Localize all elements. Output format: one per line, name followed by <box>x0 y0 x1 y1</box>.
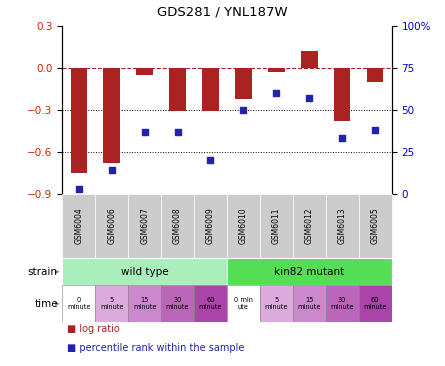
Text: GSM6006: GSM6006 <box>107 208 116 244</box>
Text: 30
minute: 30 minute <box>331 297 354 310</box>
Bar <box>326 194 359 258</box>
Bar <box>194 285 227 322</box>
Bar <box>359 194 392 258</box>
Text: 5
minute: 5 minute <box>100 297 123 310</box>
Bar <box>235 68 252 98</box>
Bar <box>62 194 95 258</box>
Text: GSM6012: GSM6012 <box>305 208 314 244</box>
Point <box>339 135 346 141</box>
Text: ■ percentile rank within the sample: ■ percentile rank within the sample <box>67 343 244 353</box>
Bar <box>301 51 318 68</box>
Text: GSM6010: GSM6010 <box>239 208 248 244</box>
Bar <box>71 68 87 173</box>
Text: 0
minute: 0 minute <box>67 297 90 310</box>
Bar <box>227 285 260 322</box>
Text: GSM6005: GSM6005 <box>371 208 380 244</box>
Bar <box>128 194 161 258</box>
Bar <box>62 258 227 285</box>
Bar <box>202 68 219 111</box>
Bar <box>326 285 359 322</box>
Text: 5
minute: 5 minute <box>265 297 288 310</box>
Text: GSM6009: GSM6009 <box>206 208 215 244</box>
Bar <box>137 68 153 75</box>
Text: GSM6008: GSM6008 <box>173 208 182 244</box>
Text: GSM6007: GSM6007 <box>140 208 149 244</box>
Text: GSM6013: GSM6013 <box>338 208 347 244</box>
Text: GDS281 / YNL187W: GDS281 / YNL187W <box>157 5 288 18</box>
Bar <box>260 194 293 258</box>
Point <box>372 127 379 133</box>
Point <box>306 95 313 101</box>
Point <box>174 129 181 135</box>
Point <box>108 168 115 173</box>
Bar <box>367 68 384 82</box>
Bar <box>334 68 351 121</box>
Bar <box>161 194 194 258</box>
Text: 60
minute: 60 minute <box>199 297 222 310</box>
Text: wild type: wild type <box>121 267 169 277</box>
Bar <box>128 285 161 322</box>
Bar <box>95 285 128 322</box>
Text: 15
minute: 15 minute <box>298 297 321 310</box>
Point <box>141 129 148 135</box>
Text: time: time <box>34 299 58 309</box>
Point <box>273 90 280 96</box>
Bar <box>104 68 120 163</box>
Bar <box>161 285 194 322</box>
Text: strain: strain <box>28 267 58 277</box>
Point <box>75 186 82 192</box>
Bar <box>194 194 227 258</box>
Bar <box>293 194 326 258</box>
Text: 15
minute: 15 minute <box>133 297 156 310</box>
Point <box>207 157 214 163</box>
Bar <box>227 258 392 285</box>
Text: ■ log ratio: ■ log ratio <box>67 324 120 335</box>
Point <box>240 107 247 113</box>
Text: 0 min
ute: 0 min ute <box>234 297 253 310</box>
Bar <box>260 285 293 322</box>
Bar <box>95 194 128 258</box>
Text: GSM6004: GSM6004 <box>74 208 83 244</box>
Bar <box>170 68 186 111</box>
Text: 60
minute: 60 minute <box>364 297 387 310</box>
Bar <box>268 68 285 72</box>
Text: 30
minute: 30 minute <box>166 297 189 310</box>
Text: kin82 mutant: kin82 mutant <box>274 267 344 277</box>
Bar <box>359 285 392 322</box>
Text: GSM6011: GSM6011 <box>272 208 281 244</box>
Bar <box>62 285 95 322</box>
Bar <box>227 194 260 258</box>
Bar <box>293 285 326 322</box>
